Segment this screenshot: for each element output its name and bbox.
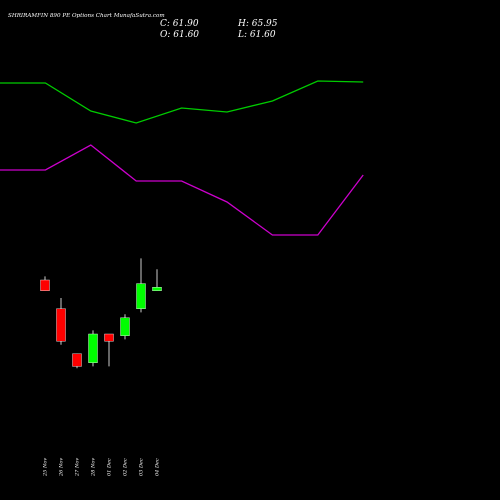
x-tick-label: 04 Dec (155, 458, 161, 476)
open-value: O: 61.60 (160, 30, 199, 40)
x-tick-label: 25 Nov (43, 458, 49, 477)
x-tick-label: 03 Dec (139, 458, 145, 476)
x-tick-label: 01 Dec (107, 458, 113, 476)
high-value: H: 65.95 (237, 19, 278, 29)
x-axis-ticks: 25 Nov 26 Nov 27 Nov 28 Nov 01 Dec 02 Dec 03 D… (43, 458, 161, 477)
candle-body (136, 283, 146, 310)
close-value: C: 61.90 (160, 19, 199, 29)
candle-body (72, 353, 82, 367)
indicator-lines (0, 80, 364, 236)
x-tick-label: 27 Nov (75, 458, 81, 477)
indicator-line-2 (0, 144, 364, 236)
x-tick-label: 26 Nov (59, 458, 65, 477)
candle-body (104, 333, 114, 342)
candlesticks (40, 258, 162, 369)
candle-body (152, 287, 162, 292)
x-tick-label: 28 Nov (91, 458, 97, 477)
candle-body (120, 317, 130, 336)
indicator-line-1 (0, 80, 364, 124)
candle-body (40, 279, 50, 292)
candle-body (88, 333, 98, 363)
low-value: L: 61.60 (237, 30, 276, 40)
chart-title: SHRIRAMFIN 890 PE Options Chart MunafaSu… (8, 13, 165, 19)
x-tick-label: 02 Dec (123, 458, 129, 476)
candle-body (56, 308, 66, 342)
